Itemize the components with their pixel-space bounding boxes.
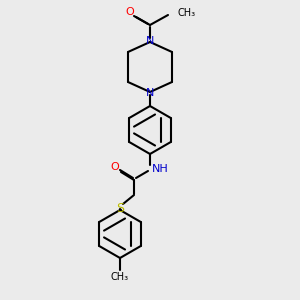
Text: NH: NH: [152, 164, 168, 174]
Text: O: O: [111, 162, 119, 172]
Text: O: O: [126, 7, 134, 17]
Text: CH₃: CH₃: [111, 272, 129, 282]
Text: N: N: [146, 88, 154, 98]
Text: S: S: [116, 202, 124, 214]
Text: CH₃: CH₃: [177, 8, 195, 18]
Text: N: N: [146, 36, 154, 46]
